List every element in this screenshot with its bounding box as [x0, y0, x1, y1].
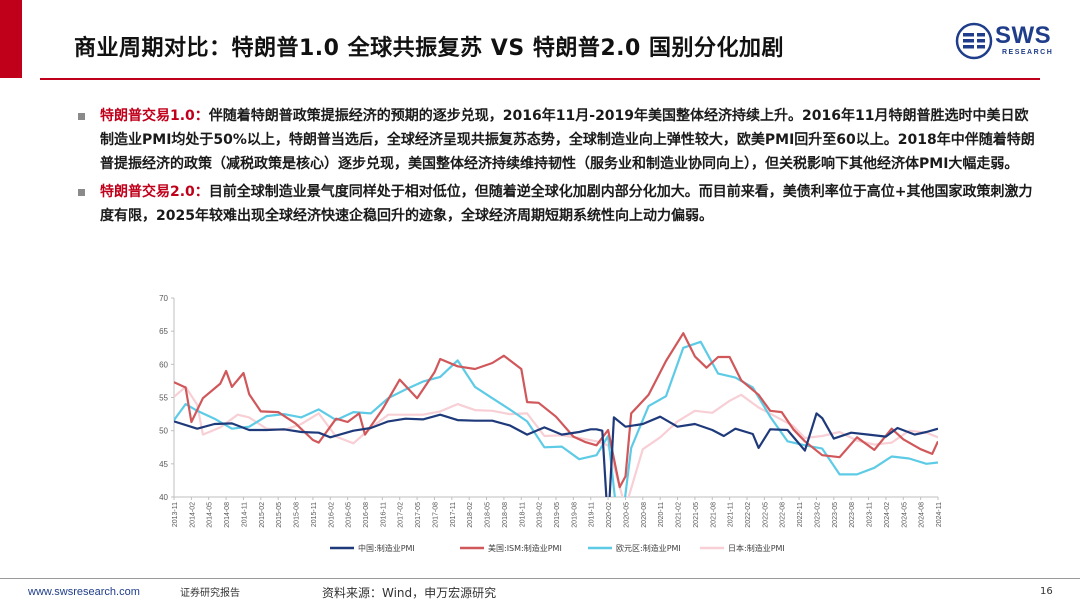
x-tick-label: 2024-11 [936, 502, 943, 527]
pmi-line-chart: 40 45 50 55 60 65 70 2013-11 2014-02 2014-05 2014-… [159, 294, 943, 553]
page-number: 16 [1040, 586, 1053, 597]
x-tick-label: 2021-08 [710, 502, 717, 528]
x-tick-label: 2022-11 [797, 502, 804, 527]
bullet-square-icon [78, 113, 85, 120]
x-tick-label: 2016-11 [380, 502, 387, 527]
y-tick-label: 45 [159, 460, 168, 469]
y-tick-label: 50 [159, 427, 168, 436]
x-tick-label: 2015-02 [259, 502, 266, 528]
x-tick-label: 2020-02 [606, 502, 613, 528]
x-tick-label: 2023-08 [849, 502, 856, 528]
x-tick-label: 2023-11 [867, 502, 874, 527]
x-tick-label: 2019-11 [589, 502, 596, 527]
x-tick-label: 2016-02 [328, 502, 335, 528]
footer-data-source: 资料来源：Wind，申万宏源研究 [322, 586, 497, 600]
series-line [174, 412, 938, 497]
x-tick-label: 2018-08 [502, 502, 509, 528]
bullet-lead: 特朗普交易1.0： [100, 108, 209, 124]
x-tick-label: 2014-11 [241, 502, 248, 527]
x-tick-label: 2016-08 [363, 502, 370, 528]
y-tick-label: 40 [159, 493, 168, 502]
footer-divider [0, 578, 1080, 579]
bullet-item-trump-2: 特朗普交易2.0：目前全球制造业景气度同样处于相对低位，但随着逆全球化加剧内部分… [78, 180, 1038, 228]
x-tick-label: 2019-05 [554, 502, 561, 528]
x-tick-label: 2016-05 [346, 502, 353, 528]
bullet-lead: 特朗普交易2.0： [100, 184, 209, 200]
legend-label: 欧元区:制造业PMI [616, 543, 681, 553]
x-tick-label: 2018-02 [467, 502, 474, 528]
page-title: 商业周期对比：特朗普1.0 全球共振复苏 VS 特朗普2.0 国别分化加剧 [74, 36, 784, 61]
x-tick-label: 2024-02 [884, 502, 891, 528]
x-tick-label: 2017-05 [415, 502, 422, 528]
sws-logo: SWS RESEARCH [955, 22, 1065, 60]
legend-label: 美国:ISM:制造业PMI [488, 543, 562, 553]
footer-website-link[interactable]: www.swsresearch.com [28, 586, 140, 598]
x-tick-label: 2017-02 [398, 502, 405, 528]
bullet-square-icon [78, 189, 85, 196]
x-tick-label: 2020-05 [623, 502, 630, 528]
x-tick-label: 2021-02 [676, 502, 683, 528]
x-tick-label: 2023-05 [832, 502, 839, 528]
x-tick-label: 2022-02 [745, 502, 752, 528]
x-tick-label: 2014-05 [207, 502, 214, 528]
logo-subtext: RESEARCH [1002, 49, 1054, 56]
bullet-item-trump-1: 特朗普交易1.0：伴随着特朗普政策提振经济的预期的逐步兑现，2016年11月-2… [78, 104, 1038, 176]
x-tick-label: 2018-11 [519, 502, 526, 527]
bullet-text: 伴随着特朗普政策提振经济的预期的逐步兑现，2016年11月-2019年美国整体经… [100, 108, 1035, 172]
x-tick-label: 2022-05 [762, 502, 769, 528]
y-tick-label: 65 [159, 327, 168, 336]
bullet-text: 目前全球制造业景气度同样处于相对低位，但随着逆全球化加剧内部分化加大。而目前来看… [100, 184, 1033, 224]
y-tick-label: 70 [159, 294, 168, 303]
y-tick-label: 60 [159, 360, 168, 369]
title-divider [40, 78, 1040, 80]
x-tick-label: 2021-05 [693, 502, 700, 528]
x-tick-label: 2019-02 [537, 502, 544, 528]
legend-label: 日本:制造业PMI [728, 543, 785, 553]
x-tick-label: 2014-02 [189, 502, 196, 528]
x-tick-label: 2015-11 [311, 502, 318, 527]
x-tick-label: 2013-11 [172, 502, 179, 527]
x-tick-label: 2021-11 [728, 502, 735, 527]
x-tick-label: 2024-05 [901, 502, 908, 528]
title-accent-bar [0, 0, 22, 78]
x-tick-label: 2024-08 [919, 502, 926, 528]
footer-doc-type: 证券研究报告 [180, 588, 240, 599]
x-tick-label: 2018-05 [485, 502, 492, 528]
x-tick-label: 2020-11 [658, 502, 665, 527]
sws-logo-icon [955, 22, 993, 60]
x-tick-label: 2017-11 [450, 502, 457, 527]
x-tick-label: 2014-08 [224, 502, 231, 528]
x-tick-label: 2015-05 [276, 502, 283, 528]
x-tick-label: 2015-08 [294, 502, 301, 528]
y-tick-label: 55 [159, 394, 168, 403]
x-tick-label: 2023-02 [814, 502, 821, 528]
logo-text: SWS [995, 22, 1052, 49]
bullet-list: 特朗普交易1.0：伴随着特朗普政策提振经济的预期的逐步兑现，2016年11月-2… [78, 104, 1038, 232]
x-tick-label: 2022-08 [780, 502, 787, 528]
x-tick-label: 2020-08 [641, 502, 648, 528]
series-line [174, 332, 938, 489]
x-tick-label: 2017-08 [432, 502, 439, 528]
x-tick-label: 2019-08 [571, 502, 578, 528]
legend-label: 中国:制造业PMI [358, 543, 415, 553]
